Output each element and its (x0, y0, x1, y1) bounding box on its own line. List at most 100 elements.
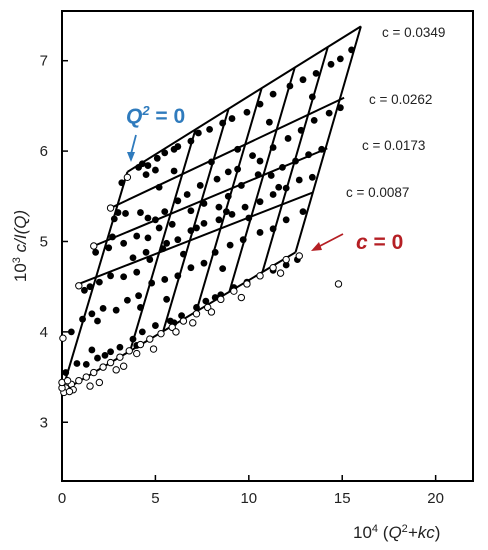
c0-arrow-head (311, 242, 322, 251)
measured-point-107 (187, 264, 195, 272)
measured-point-73 (223, 208, 230, 216)
measured-point-66 (292, 157, 299, 165)
measured-point-78 (120, 273, 128, 281)
measured-point-33 (213, 175, 221, 183)
line-labels: c = 0.0349 c = 0.0262 c = 0.0173 c = 0.0087 (346, 25, 445, 200)
c0-point-34 (295, 252, 303, 260)
measured-point-70 (129, 254, 137, 262)
measured-point-27 (144, 214, 152, 222)
concentration-label-1: c = 0.0262 (369, 92, 432, 107)
axis-ticks: 0 5 10 15 20 3 4 5 6 7 (40, 53, 444, 507)
measured-point-14 (269, 90, 277, 98)
x-tick-label-3: 15 (334, 490, 351, 507)
measured-point-18 (327, 60, 335, 68)
measured-point-38 (269, 144, 277, 151)
measured-point-84 (200, 220, 208, 227)
measured-point-76 (95, 278, 103, 286)
measured-point-64 (267, 172, 275, 179)
measured-point-97 (67, 328, 75, 336)
measured-point-11 (228, 115, 236, 122)
measured-point-40 (297, 126, 305, 134)
c0-point-20 (269, 263, 277, 272)
measured-point-32 (196, 182, 204, 189)
y-tick-label-3: 6 (40, 143, 48, 160)
measured-point-26 (137, 209, 144, 216)
measured-point-123 (94, 354, 101, 362)
c0-point-32 (207, 308, 216, 316)
c0-point-17 (230, 287, 238, 295)
measured-point-86 (228, 210, 236, 218)
grid-lines (61, 25, 362, 393)
measured-point-71 (163, 239, 171, 247)
x-axis-label-qexp: 2 (402, 523, 408, 535)
measured-point-21 (142, 171, 150, 178)
measured-point-68 (318, 145, 326, 153)
measured-point-99 (88, 310, 96, 318)
concentration-line-0 (126, 25, 362, 173)
measured-point-100 (99, 304, 107, 312)
measured-point-44 (114, 209, 122, 216)
measured-point-105 (161, 276, 169, 283)
c0-point-33 (237, 293, 246, 302)
y-axis-label: 103 c/I(Q) (11, 210, 30, 282)
measured-point-22 (152, 166, 159, 174)
measured-point-102 (123, 296, 131, 304)
measured-point-49 (265, 118, 273, 126)
measured-point-75 (86, 283, 94, 291)
measured-point-16 (299, 76, 307, 84)
measured-point-17 (312, 69, 320, 77)
measured-point-43 (336, 104, 344, 112)
q0-point-2 (59, 334, 67, 342)
concentration-label-2: c = 0.0173 (362, 138, 425, 153)
measured-point-79 (133, 268, 141, 276)
measured-point-117 (137, 304, 144, 311)
measured-point-83 (187, 227, 195, 235)
plot-frame (61, 10, 474, 482)
c0-point-24 (86, 382, 94, 390)
measured-point-8 (194, 129, 202, 137)
concentration-label-3: c = 0.0087 (346, 185, 409, 200)
measured-point-61 (224, 192, 232, 200)
c0-point-9 (136, 340, 145, 349)
measured-point-140 (88, 346, 96, 354)
measured-point-29 (161, 208, 169, 216)
x-axis-label-q: Q (388, 523, 401, 542)
measured-point-112 (256, 229, 264, 236)
measured-point-2 (144, 162, 152, 169)
measured-point-37 (256, 157, 264, 165)
y-axis-label-exp: 3 (11, 257, 23, 263)
c0-point-8 (125, 347, 133, 355)
c0-point-28 (133, 349, 141, 358)
measured-point-62 (237, 182, 245, 189)
q0-annotation-main: Q (126, 105, 142, 128)
constant-q-line-1 (129, 129, 197, 352)
y-tick-label-2: 5 (40, 233, 48, 250)
measured-point-51 (92, 248, 100, 256)
measured-point-9 (206, 126, 213, 133)
c0-point-14 (192, 310, 201, 318)
measured-point-10 (219, 119, 227, 127)
measured-point-109 (211, 248, 219, 256)
measured-point-67 (305, 151, 312, 159)
c0-point-27 (119, 362, 128, 370)
measured-point-128 (152, 322, 159, 329)
q0-arrow-head (127, 152, 135, 162)
measured-point-30 (174, 197, 182, 205)
measured-point-94 (142, 248, 150, 256)
measured-point-125 (116, 343, 124, 351)
measured-point-45 (155, 183, 163, 191)
measured-point-42 (325, 109, 333, 117)
measured-point-63 (254, 171, 262, 178)
data-points (58, 46, 355, 397)
measured-point-69 (109, 233, 116, 241)
measured-point-3 (135, 163, 142, 171)
c0-arrow-shaft (317, 233, 344, 248)
measured-point-104 (148, 279, 156, 287)
x-axis-label-close: ) (435, 523, 441, 542)
c0-point-36 (334, 280, 343, 288)
c0-point-13 (179, 317, 188, 325)
measured-point-98 (79, 315, 86, 323)
y-axis-label-prefix: 10 (11, 263, 30, 282)
c0-annotation-rest: = 0 (368, 231, 404, 254)
